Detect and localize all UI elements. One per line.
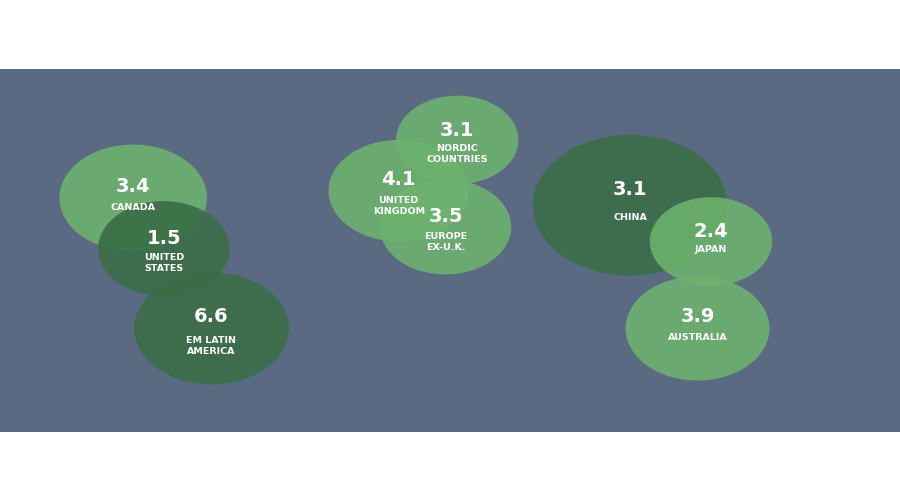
- Ellipse shape: [98, 201, 230, 296]
- Text: 6.6: 6.6: [194, 307, 229, 326]
- Text: CHINA: CHINA: [613, 213, 647, 222]
- Text: 3.5: 3.5: [428, 207, 463, 226]
- Ellipse shape: [396, 96, 518, 184]
- Ellipse shape: [59, 145, 207, 252]
- Text: CANADA: CANADA: [111, 203, 156, 212]
- Text: 3.9: 3.9: [680, 308, 715, 327]
- Text: 3.4: 3.4: [116, 177, 150, 196]
- Ellipse shape: [650, 197, 772, 286]
- Text: UNITED
KINGDOM: UNITED KINGDOM: [373, 196, 425, 216]
- Text: 4.1: 4.1: [382, 170, 416, 189]
- Ellipse shape: [533, 135, 727, 276]
- Text: 3.1: 3.1: [440, 121, 474, 140]
- Text: 2.4: 2.4: [694, 222, 728, 241]
- Ellipse shape: [626, 277, 770, 381]
- Text: 3.1: 3.1: [613, 180, 647, 199]
- Text: JAPAN: JAPAN: [695, 245, 727, 254]
- Text: AUSTRALIA: AUSTRALIA: [668, 333, 727, 342]
- Text: 1.5: 1.5: [147, 229, 181, 247]
- Ellipse shape: [134, 273, 289, 384]
- Text: EUROPE
EX-U.K.: EUROPE EX-U.K.: [424, 231, 467, 252]
- Text: NORDIC
COUNTRIES: NORDIC COUNTRIES: [427, 144, 488, 164]
- Text: UNITED
STATES: UNITED STATES: [144, 254, 184, 274]
- Ellipse shape: [328, 140, 469, 241]
- Text: EM LATIN
AMERICA: EM LATIN AMERICA: [186, 336, 237, 356]
- Ellipse shape: [380, 179, 511, 275]
